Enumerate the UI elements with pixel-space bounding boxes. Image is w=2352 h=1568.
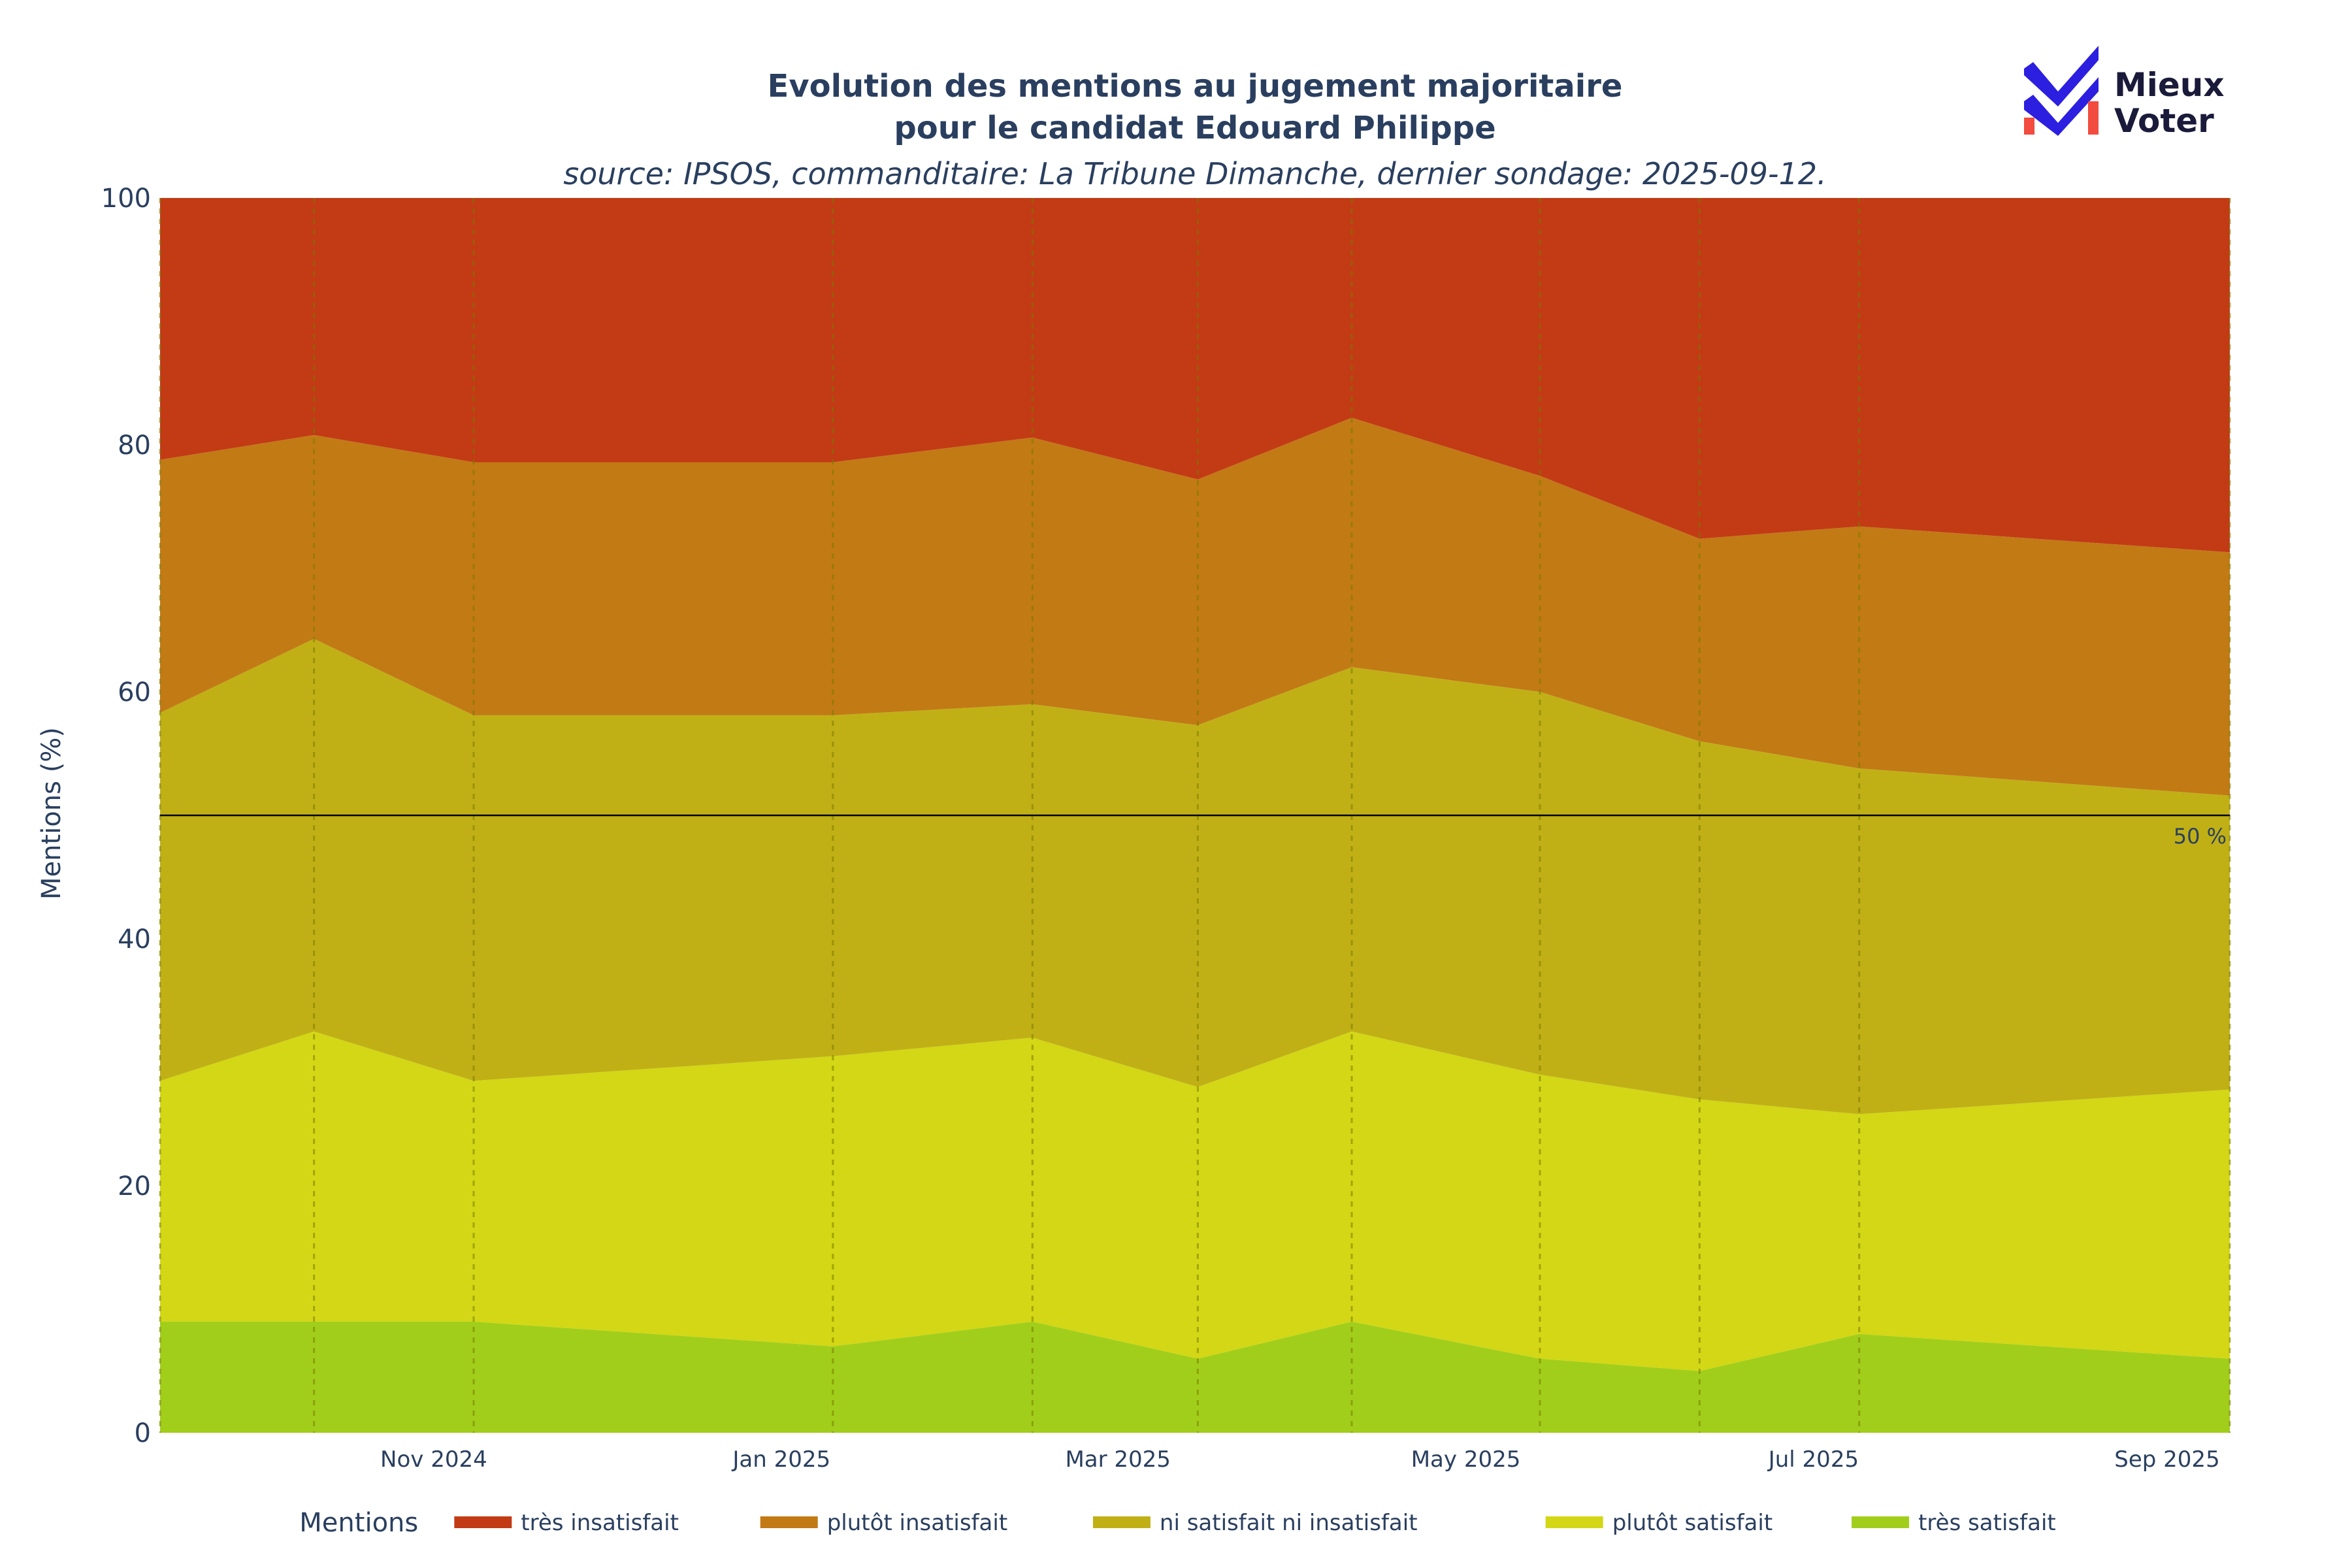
logo-check-back bbox=[2024, 46, 2099, 106]
x-tick-label: Sep 2025 bbox=[2114, 1446, 2219, 1473]
logo-bar-left bbox=[2024, 118, 2034, 135]
legend-item-plutot-insatisfait[interactable]: plutôt insatisfait bbox=[760, 1510, 1007, 1536]
mieux-voter-logo: Mieux Voter bbox=[2024, 46, 2225, 140]
area-ni-satisfait-ni-insatisfait bbox=[160, 638, 2230, 1115]
y-tick-label: 60 bbox=[118, 678, 151, 708]
x-tick-label: Nov 2024 bbox=[380, 1446, 487, 1473]
logo-bar-right bbox=[2088, 101, 2099, 135]
legend-swatch bbox=[1852, 1516, 1910, 1528]
area-plutot-insatisfait bbox=[160, 417, 2230, 796]
y-axis-title: Mentions (%) bbox=[37, 727, 67, 900]
legend: Mentions très insatisfait plutôt insatisfa… bbox=[299, 1508, 2055, 1538]
legend-swatch bbox=[1092, 1516, 1151, 1528]
legend-label: ni satisfait ni insatisfait bbox=[1160, 1510, 1418, 1536]
x-axis: Nov 2024 Jan 2025 Mar 2025 May 2025 Jul 2025… bbox=[380, 1446, 2220, 1473]
chart-title-line1: Evolution des mentions au jugement major… bbox=[768, 68, 1623, 105]
legend-title: Mentions bbox=[299, 1508, 418, 1538]
legend-item-ni-satisfait-ni-insatisfait[interactable]: ni satisfait ni insatisfait bbox=[1092, 1510, 1418, 1536]
y-tick-label: 80 bbox=[118, 431, 151, 461]
legend-label: très insatisfait bbox=[521, 1510, 679, 1536]
x-tick-label: Jan 2025 bbox=[731, 1446, 830, 1473]
y-tick-label: 40 bbox=[118, 924, 151, 955]
area-tres-satisfait bbox=[160, 1321, 2230, 1433]
chart-subtitle: source: IPSOS, commanditaire: La Tribune… bbox=[563, 156, 1827, 191]
legend-swatch bbox=[1545, 1516, 1603, 1528]
y-tick-label: 20 bbox=[118, 1171, 151, 1201]
legend-label: très satisfait bbox=[1918, 1510, 2056, 1536]
area-tres-insatisfait bbox=[160, 198, 2230, 553]
legend-swatch bbox=[454, 1516, 512, 1528]
x-tick-label: Mar 2025 bbox=[1065, 1446, 1170, 1473]
legend-label: plutôt insatisfait bbox=[827, 1510, 1007, 1536]
legend-item-tres-satisfait[interactable]: très satisfait bbox=[1852, 1510, 2056, 1536]
x-tick-label: Jul 2025 bbox=[1767, 1446, 1859, 1473]
legend-item-tres-insatisfait[interactable]: très insatisfait bbox=[454, 1510, 679, 1536]
reference-line-group: 50 % bbox=[160, 814, 2230, 849]
legend-label: plutôt satisfait bbox=[1612, 1510, 1772, 1536]
reference-line-label: 50 % bbox=[2174, 824, 2227, 849]
y-tick-label: 0 bbox=[135, 1418, 151, 1448]
chart-title-line2: pour le candidat Edouard Philippe bbox=[894, 110, 1495, 146]
logo-line1: Mieux bbox=[2114, 66, 2225, 104]
logo-line2: Voter bbox=[2114, 102, 2214, 140]
x-tick-label: May 2025 bbox=[1411, 1446, 1521, 1473]
legend-swatch bbox=[760, 1516, 818, 1528]
stacked-areas bbox=[160, 198, 2230, 1433]
y-tick-label: 100 bbox=[101, 184, 151, 214]
y-axis: 0 20 40 60 80 100 bbox=[101, 184, 151, 1448]
logo-check-front bbox=[2024, 77, 2099, 136]
area-plutot-satisfait bbox=[160, 1031, 2230, 1371]
legend-item-plutot-satisfait[interactable]: plutôt satisfait bbox=[1545, 1510, 1772, 1536]
